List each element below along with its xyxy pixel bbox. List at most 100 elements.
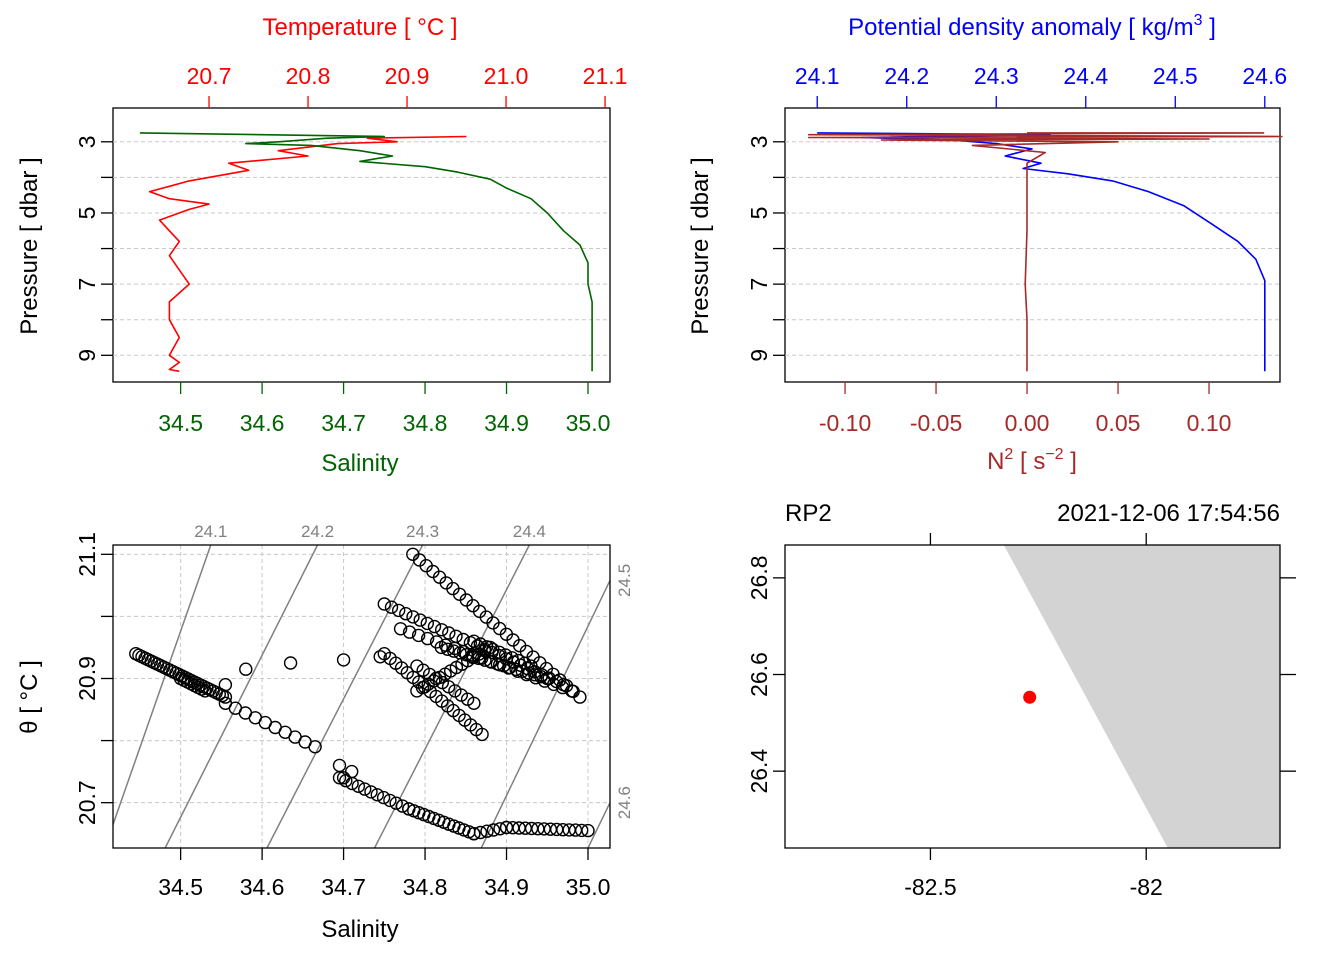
data-point: [493, 822, 507, 836]
series-line-temperature: [148, 135, 467, 373]
data-point: [517, 656, 532, 670]
bottom-tick-label: 35.0: [566, 410, 611, 436]
data-point: [484, 655, 498, 669]
data-point: [534, 670, 548, 684]
bottom-axis-ticks: -0.10 -0.05 0.00 0.05 0.10: [819, 382, 1231, 436]
data-point: [475, 727, 489, 742]
series-group: [807, 132, 1283, 372]
isopycnal-lines: [113, 545, 610, 848]
y-axis-title: Pressure [ dbar ]: [687, 157, 714, 334]
data-point: [440, 642, 455, 656]
y-tick-label: 9: [746, 349, 772, 362]
x-axis-ticks: 34.5 34.6 34.7 34.8 34.9 35.0: [158, 848, 610, 900]
plot-frame: [112, 544, 611, 849]
data-point: [393, 622, 408, 636]
data-point: [473, 825, 488, 840]
data-point: [364, 785, 378, 799]
data-point: [497, 659, 511, 673]
x-axis-ticks: -82.5 -82: [904, 533, 1163, 900]
data-point: [465, 649, 480, 664]
data-point: [351, 779, 366, 793]
top-tick-label: 24.2: [884, 63, 929, 89]
x-tick-label: 34.6: [240, 874, 285, 900]
data-point: [395, 799, 410, 813]
data-point: [399, 607, 413, 621]
top-tick-label: 24.3: [974, 63, 1019, 89]
bottom-tick-label: 0.00: [1005, 410, 1050, 436]
y-tick-label: 7: [746, 278, 772, 291]
top-axis-title: Temperature [ °C ]: [263, 14, 458, 41]
plot-frame: [784, 107, 1281, 383]
data-point: [556, 680, 570, 695]
isopycnal-label: 24.6: [615, 786, 634, 819]
data-point: [434, 640, 448, 655]
density-n2-panel: 24.1 24.2 24.3 24.4 24.5 24.6 -0.10 -0.05 0.00 0…: [687, 12, 1287, 475]
data-point: [528, 668, 542, 682]
y-tick-label: 5: [746, 207, 772, 220]
data-point: [345, 764, 359, 779]
bottom-tick-label: 34.7: [321, 410, 366, 436]
y-axis-title: θ [ °C ]: [16, 660, 43, 734]
y-tick-label: 20.9: [74, 656, 100, 701]
bottom-tick-label: 34.9: [484, 410, 529, 436]
top-tick-label: 21.0: [484, 63, 529, 89]
land-polygon: [1003, 545, 1280, 848]
data-point: [453, 646, 467, 660]
data-point: [503, 660, 517, 675]
series-group: [139, 132, 593, 373]
top-tick-label: 20.7: [187, 63, 232, 89]
land: [1003, 545, 1280, 848]
y-tick-label: 26.6: [746, 652, 772, 697]
isopycnal-line: [587, 802, 610, 848]
data-point: [370, 788, 384, 802]
bottom-tick-label: -0.10: [819, 410, 871, 436]
data-point: [511, 653, 525, 668]
plot-frame: [112, 107, 611, 383]
y-axis-ticks: 20.7 20.9 21.1: [74, 532, 113, 825]
data-point: [358, 782, 372, 796]
y-tick-label: 5: [74, 207, 100, 220]
data-point: [406, 610, 420, 624]
data-point: [411, 628, 426, 643]
x-tick-label: -82.5: [904, 874, 956, 900]
y-tick-label: 9: [74, 349, 100, 362]
isopycnal-label: 24.5: [615, 564, 634, 597]
data-point: [538, 674, 552, 688]
bottom-axis-ticks: 34.5 34.6 34.7 34.8 34.9 35.0: [158, 382, 610, 436]
isopycnal-label: 24.3: [406, 522, 439, 541]
series-line-potential-density-anomaly: [817, 132, 1266, 372]
bottom-tick-label: 0.05: [1096, 410, 1141, 436]
y-tick-label: 3: [746, 135, 772, 148]
data-point: [427, 619, 442, 634]
top-tick-label: 20.8: [286, 63, 331, 89]
temperature-salinity-panel: 20.7 20.8 20.9 21.0 21.1 34.5 34.6 34.7 34.8 34.…: [16, 14, 627, 477]
data-point: [420, 616, 434, 631]
y-tick-label: 20.7: [74, 780, 100, 825]
data-point: [524, 659, 538, 673]
top-tick-label: 20.9: [385, 63, 430, 89]
y-axis-ticks: 3 5 7 9: [74, 135, 113, 362]
y-tick-label: 26.8: [746, 555, 772, 600]
data-point: [383, 793, 397, 808]
data-point: [480, 824, 494, 838]
grid: [113, 141, 610, 356]
data-point: [413, 613, 427, 627]
bottom-tick-label: 34.6: [240, 410, 285, 436]
isopycnal-label: 24.4: [513, 522, 546, 541]
bottom-axis-title: Salinity: [321, 450, 398, 477]
x-axis-title: Salinity: [321, 916, 398, 943]
top-axis-ticks: 24.1 24.2 24.3 24.4 24.5 24.6: [795, 63, 1287, 108]
top-axis-title: Potential density anomaly [ kg/m3 ]: [848, 12, 1216, 41]
data-point: [435, 623, 449, 637]
theta-s-panel: 24.1 24.2 24.3 24.424.524.6 34.5 34.6 34.7 34.…: [16, 522, 634, 943]
data-point: [376, 790, 391, 805]
scatter-points: [129, 547, 595, 841]
isopycnal-line: [480, 580, 610, 848]
data-point: [473, 637, 487, 651]
data-point: [467, 634, 481, 648]
x-tick-label: -82: [1130, 874, 1163, 900]
x-tick-label: 34.5: [158, 874, 203, 900]
data-point: [505, 651, 519, 665]
station-map-panel: -82.5 -82 26.4 26.6 26.8 RP2 2021-12-06 17:…: [746, 500, 1296, 900]
